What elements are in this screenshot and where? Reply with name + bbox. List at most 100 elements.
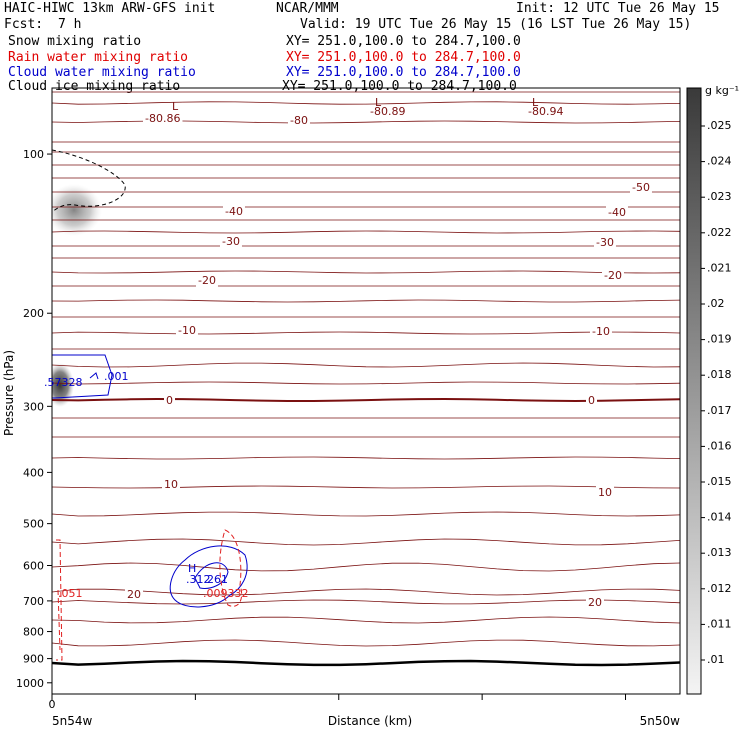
colorbar-tick-label: .012 (707, 582, 732, 595)
isotherm-label-bg (590, 325, 612, 338)
fcst-label: Fcst: (4, 17, 44, 32)
colorbar-tick-label: .022 (707, 226, 732, 239)
center-label: NCAR/MMM (276, 1, 339, 16)
snow-contour (52, 149, 126, 213)
isotherm (52, 362, 680, 368)
value-labels: .001 .57328 .051 .312 261 .009332 (44, 370, 249, 600)
x-axis-label-right: 5n50w (640, 714, 681, 728)
rain-value: .051 (58, 587, 83, 600)
colorbar-tick-label: .021 (707, 261, 732, 274)
isotherm-label-bg (125, 588, 143, 601)
isotherm-label: 10 (598, 486, 612, 499)
legend-rain-xy: XY= 251.0,100.0 to 284.7,100.0 (286, 50, 521, 65)
high-label: H (188, 562, 196, 575)
isotherm (52, 639, 680, 647)
extrema-labels: L L L H (172, 96, 539, 575)
isotherm-label-bg (164, 394, 175, 407)
y-tick-label: 100 (23, 148, 44, 161)
colorbar-tick-label: .017 (707, 404, 732, 417)
x-axis-title: Distance (km) (328, 714, 412, 728)
y-tick-label: 300 (23, 400, 44, 413)
fcst-value: 7 h (58, 17, 82, 32)
temperature-labels: -80.86 -80 -80.89 -80.94 -50 -40 -40 -30 -30 -20 -… (125, 105, 652, 609)
colorbar-gradient (686, 87, 702, 695)
isotherm-label: -80.94 (528, 105, 563, 118)
legend-cloudwater-xy: XY= 251.0,100.0 to 284.7,100.0 (286, 65, 521, 80)
isotherm (52, 397, 680, 403)
isotherm-label-bg (526, 105, 566, 118)
colorbar-tick-label: .014 (707, 511, 732, 524)
isotherm (52, 562, 680, 572)
isotherm-label-bg (586, 394, 597, 407)
legend-rain-name: Rain water mixing ratio (8, 50, 189, 65)
isotherm-label: -80 (290, 114, 308, 127)
colorbar-tick-label: .019 (707, 333, 732, 346)
isotherm-label: -20 (198, 274, 216, 287)
legend-cloudwater-name: Cloud water mixing ratio (8, 65, 196, 80)
isotherm-label-bg (602, 269, 624, 282)
snow-shading (52, 184, 102, 236)
cloud-water-value: .001 (104, 370, 129, 383)
colorbar-tick-label: .018 (707, 368, 732, 381)
legend-cloudice-name: Cloud ice mixing ratio (8, 79, 181, 94)
y-axis: 100 200 300 400 500 600 700 800 900 1000 (16, 148, 52, 690)
isotherm (52, 485, 680, 489)
isotherm-label-bg (368, 105, 408, 118)
legend-cloudice-xy: XY= 251.0,100.0 to 284.7,100.0 (282, 79, 517, 94)
isotherm-label: -10 (592, 325, 610, 338)
isotherm-label: -40 (608, 206, 626, 219)
isotherm-label: -40 (225, 205, 243, 218)
isotherm (52, 230, 680, 234)
y-tick-label: 400 (23, 466, 44, 479)
cloud-water-value: .57328 (44, 376, 83, 389)
colorbar-tick-label: .011 (707, 617, 732, 630)
isotherm-label: -30 (222, 235, 240, 248)
rain-value: .009332 (203, 587, 249, 600)
valid-text: Valid: 19 UTC Tue 26 May 15 (16 LST Tue … (300, 17, 692, 32)
y-axis-title: Pressure (hPa) (2, 350, 16, 436)
isotherm-label-bg (223, 205, 245, 218)
colorbar-unit: g kg⁻¹ (705, 84, 739, 97)
isotherm-label: 10 (164, 478, 178, 491)
isotherm (52, 331, 680, 335)
isotherm-label: -30 (596, 236, 614, 249)
y-tick-label: 900 (23, 653, 44, 666)
rain-contours (56, 529, 243, 661)
isotherm (52, 659, 680, 667)
isotherm (52, 538, 680, 546)
isotherm-label: -80.86 (145, 112, 180, 125)
colorbar-tick-label: .025 (707, 119, 732, 132)
isotherm-label: -50 (632, 181, 650, 194)
y-tick-label: 700 (23, 595, 44, 608)
isotherm (52, 588, 680, 596)
colorbar-tick-label: .01 (707, 653, 725, 666)
isotherm-label-bg (220, 235, 242, 248)
x-axis-label-left: 5n54w (52, 714, 93, 728)
low-label: L (375, 96, 382, 109)
cloud-ice-shading (52, 363, 74, 407)
colorbar-tick-label: .016 (707, 439, 732, 452)
isotherm (52, 456, 680, 460)
colorbar-tick-label: .023 (707, 190, 732, 203)
isotherm-label-bg (288, 114, 310, 127)
low-label: L (172, 100, 179, 113)
colorbar-tick-label: .015 (707, 475, 732, 488)
colorbar: .01 .011 .012 .013 .014 .015 .016 .017 .018 .019.… (686, 84, 739, 695)
isotherm (52, 599, 680, 605)
isotherm (52, 299, 680, 303)
x-tick-label: 0 (49, 698, 56, 711)
legend-snow-name: Snow mixing ratio (8, 34, 142, 49)
isotherm-label-bg (630, 181, 652, 194)
cloud-water-value: .312 (186, 573, 211, 586)
isotherm-label: 20 (127, 588, 141, 601)
isotherm-label: 20 (588, 596, 602, 609)
isotherm-label: 0 (588, 394, 595, 407)
isotherm (52, 511, 680, 517)
isotherm (52, 616, 680, 624)
legend-snow-xy: XY= 251.0,100.0 to 284.7,100.0 (286, 34, 521, 49)
y-tick-label: 200 (23, 307, 44, 320)
y-tick-label: 800 (23, 626, 44, 639)
isotherm-label-bg (143, 112, 183, 125)
isotherm (52, 381, 680, 385)
